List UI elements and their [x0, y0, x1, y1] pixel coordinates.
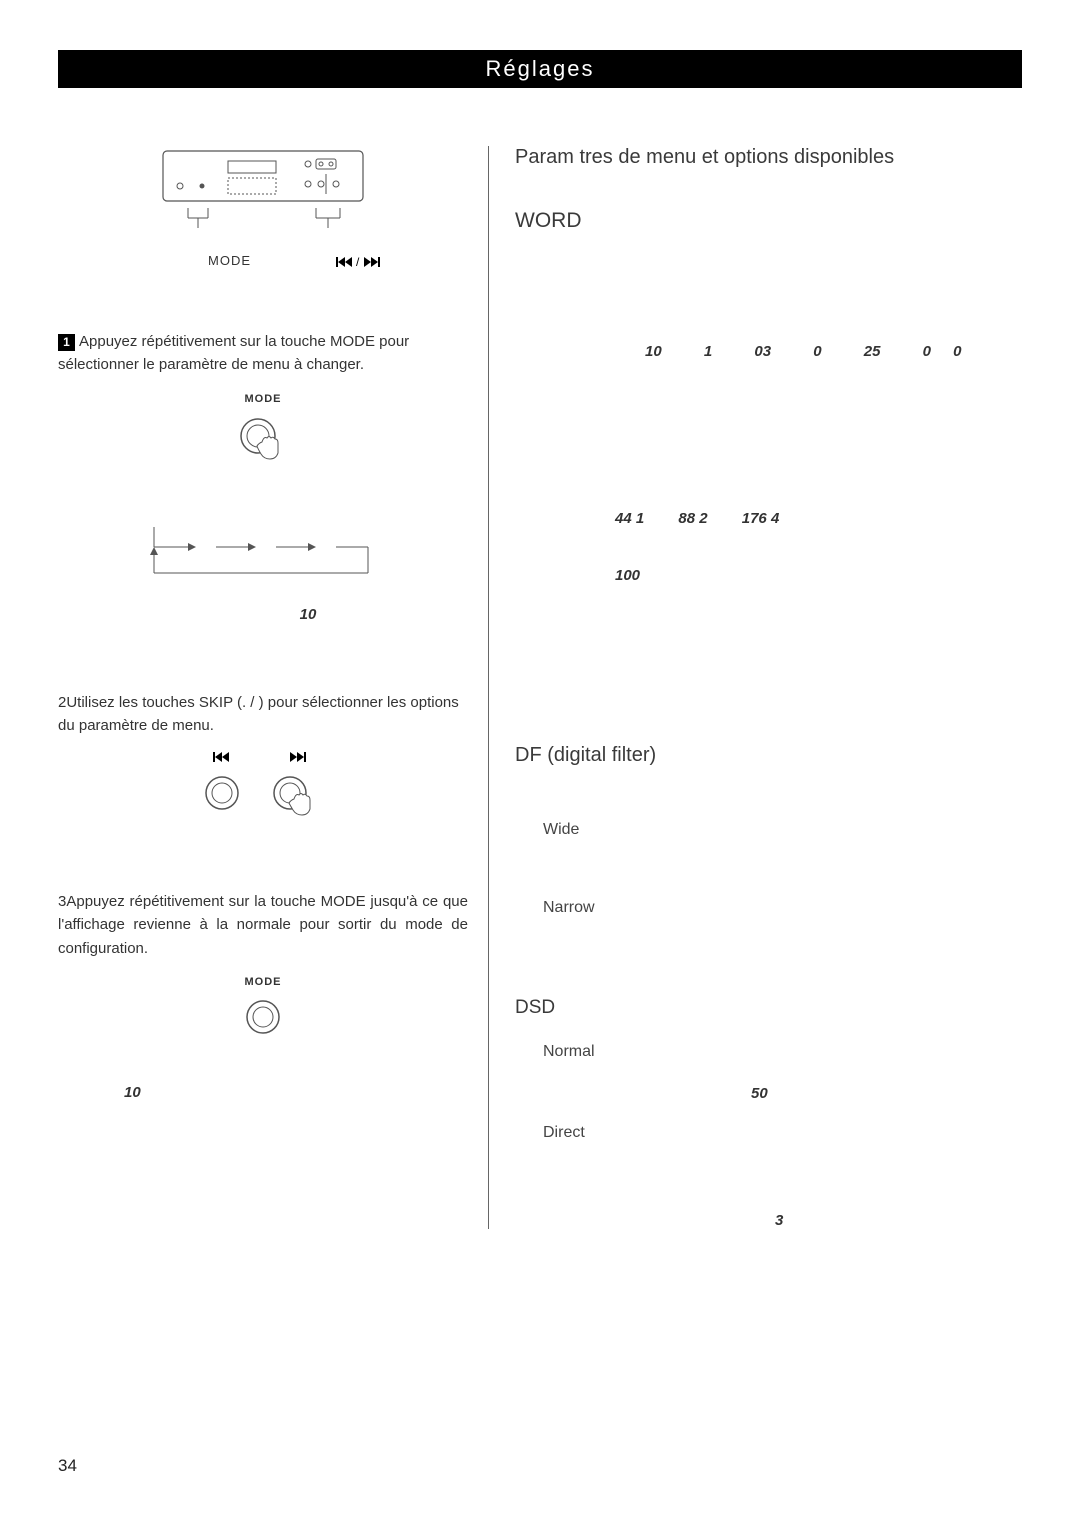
val-100: 100 — [615, 567, 1022, 584]
val-10: 10 — [645, 343, 662, 360]
left-column: MODE / 1Appuyez répétitivement sur la to — [58, 146, 488, 1229]
option-direct: Direct — [543, 1124, 1022, 1142]
value-row-1: 10 1 03 0 25 0 0 — [645, 343, 1022, 360]
val-03: 03 — [754, 343, 771, 360]
skip-label: / — [336, 253, 380, 268]
page-title: Réglages — [486, 56, 595, 81]
option-wide: Wide — [543, 821, 1022, 839]
section-heading: Param tres de menu et options disponible… — [515, 146, 1022, 169]
skip-prev-button-icon — [202, 747, 242, 820]
val-0c: 0 — [953, 343, 961, 360]
device-illustration — [158, 146, 468, 241]
device-labels: MODE / — [158, 253, 468, 268]
mode-button-with-hand-icon — [236, 414, 290, 475]
val-441: 44 1 — [615, 510, 644, 527]
skip-next-button-with-hand-icon — [270, 747, 324, 830]
step-3: 3Appuyez répétitivement sur la touche MO… — [58, 890, 468, 1044]
option-normal: Normal — [543, 1043, 1022, 1061]
step-3-text: Appuyez répétitivement sur la touche MOD… — [58, 893, 468, 957]
val-3: 3 — [775, 1212, 1022, 1229]
manual-page: Réglages — [0, 0, 1080, 1526]
flow-caption: 10 — [148, 606, 468, 623]
mode-label: MODE — [208, 253, 251, 268]
mode-button-icon-2 — [243, 997, 283, 1044]
flow-diagram: 10 — [148, 527, 468, 623]
step-1: 1Appuyez répétitivement sur la touche MO… — [58, 330, 468, 475]
page-number: 34 — [58, 1456, 77, 1476]
word-heading: WORD — [515, 209, 1022, 233]
mode-button-label: MODE — [58, 391, 468, 408]
two-column-layout: MODE / 1Appuyez répétitivement sur la to — [58, 146, 1022, 1229]
step-number-1: 1 — [58, 334, 75, 351]
step-1-text: Appuyez répétitivement sur la touche MOD… — [58, 333, 409, 373]
val-0b: 0 — [923, 343, 931, 360]
df-heading: DF (digital filter) — [515, 744, 1022, 767]
step-2-text: Utilisez les touches SKIP (. / ) pour sé… — [58, 694, 459, 734]
val-1: 1 — [704, 343, 712, 360]
dsd-heading: DSD — [515, 997, 1022, 1019]
note-value: 10 — [124, 1084, 468, 1101]
svg-text:/: / — [356, 256, 360, 268]
value-row-2: 44 1 88 2 176 4 — [615, 510, 1022, 527]
val-882: 88 2 — [678, 510, 707, 527]
mode-button-label-2: MODE — [58, 974, 468, 991]
val-50: 50 — [751, 1085, 1022, 1102]
val-0a: 0 — [813, 343, 821, 360]
step-2: 2Utilisez les touches SKIP (. / ) pour s… — [58, 691, 468, 830]
val-1764: 176 4 — [742, 510, 780, 527]
val-25: 25 — [864, 343, 881, 360]
page-title-bar: Réglages — [58, 50, 1022, 88]
right-column: Param tres de menu et options disponible… — [488, 146, 1022, 1229]
option-narrow: Narrow — [543, 899, 1022, 917]
